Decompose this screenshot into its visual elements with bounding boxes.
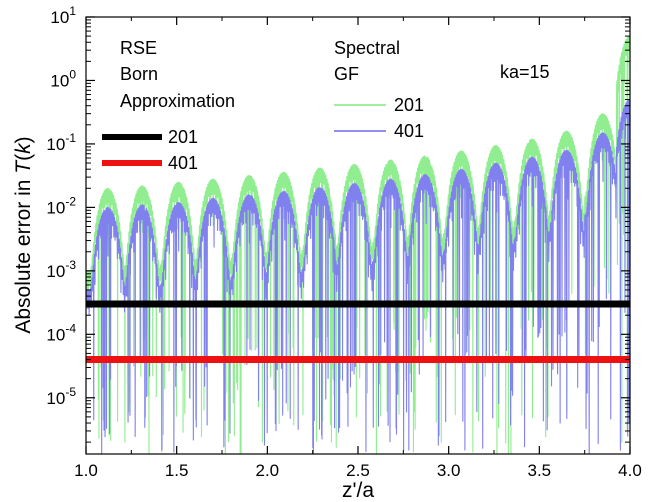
y-axis-title: Absolute error in T(k)	[12, 136, 35, 333]
y-tick-label: 10-2	[46, 194, 76, 217]
y-axis-title-k: k	[12, 142, 35, 154]
legend-rse-title-3: Approximation	[120, 91, 235, 111]
y-tick-label: 10-5	[46, 385, 76, 408]
legend-spectral-title-1: Spectral	[334, 38, 400, 58]
y-tick-label: 100	[50, 67, 76, 90]
y-axis-label: Absolute error in T(k)	[12, 136, 35, 333]
y-tick-label: 10-3	[46, 258, 76, 281]
legend-rse-title-1: RSE	[120, 38, 157, 58]
x-axis-label: z'/a	[342, 479, 374, 502]
plot-area: 1.0 1.5 2.0 2.5 3.0 3.5 4.0 101 100 10-1 10-2 10-3 1…	[46, 4, 641, 480]
legend-spectral-label-201: 201	[394, 95, 424, 115]
axis-ticks: 1.0 1.5 2.0 2.5 3.0 3.5 4.0 101 100 10-1 10-2 10-3 1…	[46, 4, 641, 480]
x-tick-label: 2.0	[256, 461, 280, 480]
legend-rse-label-401: 401	[168, 153, 198, 173]
y-axis-title-prefix: Absolute error in	[12, 174, 35, 334]
legend-spectral: Spectral GF 201 401	[334, 38, 424, 141]
legend-spectral-title-2: GF	[334, 64, 359, 84]
x-tick-label: 4.0	[618, 461, 642, 480]
series-layer	[86, 35, 630, 454]
x-axis-title: z'/a	[342, 479, 374, 502]
y-tick-label: 101	[50, 4, 76, 27]
legend-spectral-label-401: 401	[394, 121, 424, 141]
y-tick-label: 10-4	[46, 321, 76, 344]
x-tick-label: 3.5	[528, 461, 552, 480]
series-line-4	[86, 99, 630, 454]
y-axis-title-close: )	[12, 136, 35, 143]
x-tick-label: 1.5	[165, 461, 189, 480]
x-tick-label: 1.0	[74, 461, 98, 480]
y-tick-label: 10-1	[46, 131, 76, 154]
y-axis-title-open: (	[12, 154, 35, 161]
legend-rse: RSE Born Approximation 201 401	[102, 38, 235, 173]
x-tick-label: 3.0	[437, 461, 461, 480]
annotation-ka: ka=15	[500, 62, 550, 82]
x-tick-label: 2.5	[346, 461, 370, 480]
legend-rse-label-201: 201	[168, 127, 198, 147]
y-axis-title-T: T	[12, 159, 35, 174]
legend-rse-title-2: Born	[120, 64, 158, 84]
series-line-3	[86, 35, 630, 454]
